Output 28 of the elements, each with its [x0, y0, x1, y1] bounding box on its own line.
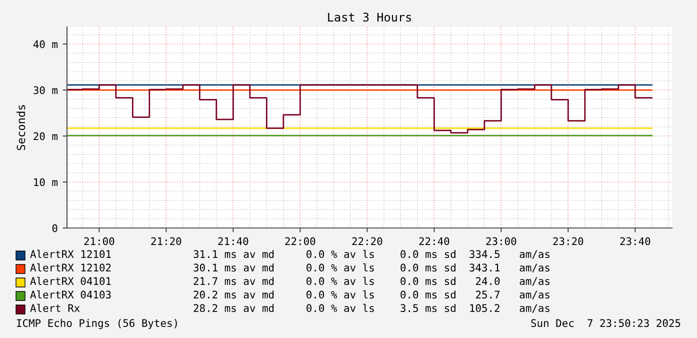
x-tick-label: 23:40 — [620, 237, 650, 246]
x-tick-label: 22:00 — [285, 237, 316, 246]
legend-label: AlertRX 04101 — [30, 276, 111, 286]
text: 20.2 ms av md 0.0 % av ls 0.0 ms sd 25.7 am/as — [194, 290, 550, 300]
x-tick-label: 23:00 — [486, 237, 516, 246]
legend-label: AlertRX 12101 — [30, 250, 111, 258]
x-tick-label: 23:20 — [553, 237, 584, 246]
text: 21.7 ms av md 0.0 % av ls 0.0 ms sd 24.0 am/as — [194, 276, 550, 286]
x-tick-label: 22:40 — [419, 237, 450, 246]
chart-title: Last 3 Hours — [328, 12, 411, 22]
x-tick-label: 21:40 — [218, 237, 248, 246]
legend-label: AlertRX 12102 — [30, 263, 111, 272]
text: Sun Dec 7 23:50:23 2025 — [531, 319, 680, 328]
y-axis-title: Seconds — [16, 105, 26, 150]
y-tick-label: 0 — [52, 224, 58, 232]
legend-label: AlertRX 04103 — [30, 290, 111, 299]
x-tick-label: 21:00 — [84, 237, 114, 246]
text: ICMP Echo Pings (56 Bytes) — [17, 318, 177, 330]
y-tick-label: 20 m — [34, 132, 58, 140]
y-tick-label: 30 m — [34, 86, 58, 94]
y-tick-label: 40 m — [33, 40, 58, 48]
y-tick-label: 10 m — [34, 178, 58, 186]
text: 31.1 ms av md 0.0 % av ls 0.0 ms sd 334.5 am/as — [194, 250, 550, 259]
text: 30.1 ms av md 0.0 % av ls 0.0 ms sd 343.1 am/as — [194, 263, 550, 272]
x-tick-label: 21:20 — [151, 237, 182, 246]
legend-label: Alert Rx — [30, 304, 80, 312]
x-tick-label: 22:20 — [352, 237, 382, 246]
text: 28.2 ms av md 0.0 % av ls 3.5 ms sd 105.2 am/as — [194, 304, 550, 313]
